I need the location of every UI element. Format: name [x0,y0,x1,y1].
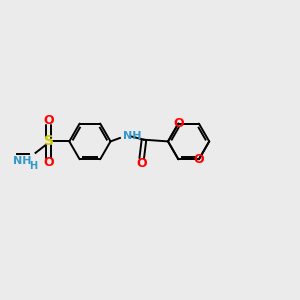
Text: O: O [44,156,54,169]
Text: O: O [136,157,147,170]
Text: O: O [194,153,204,166]
Text: NH: NH [123,131,142,141]
Text: NH: NH [13,156,32,166]
Text: H: H [29,161,38,171]
Text: O: O [173,117,184,130]
Text: S: S [44,134,54,148]
Text: O: O [44,114,54,127]
